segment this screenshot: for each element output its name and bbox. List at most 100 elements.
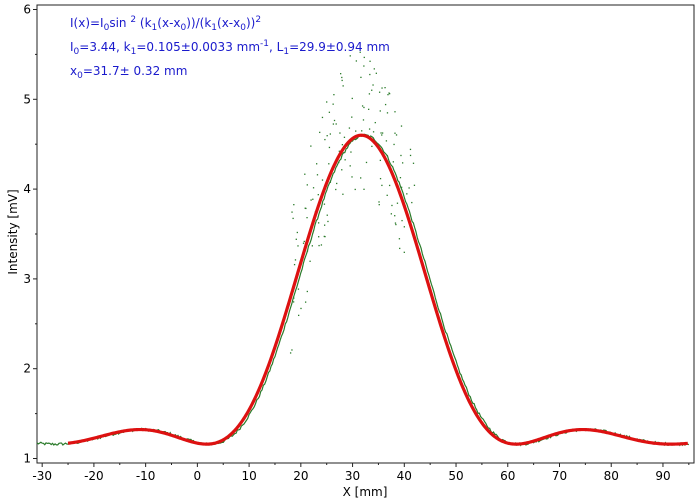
measured-point	[320, 244, 323, 246]
measured-point	[323, 224, 326, 226]
measured-point	[386, 155, 388, 157]
measured-point	[329, 133, 331, 135]
measured-point	[351, 116, 353, 118]
measured-point	[295, 238, 297, 240]
measured-point	[396, 202, 399, 204]
measured-point	[300, 307, 302, 310]
measured-point	[390, 213, 392, 215]
measured-point	[371, 145, 373, 148]
measured-point	[368, 108, 370, 110]
x-axis: -30 -20 -10 0 10 20 30 40 50 60 70 80 90	[32, 463, 690, 483]
measured-point	[409, 154, 412, 157]
measured-point	[292, 217, 294, 220]
measured-point	[412, 162, 415, 164]
measured-point	[374, 121, 376, 124]
measured-point	[310, 199, 312, 201]
measured-point	[304, 207, 306, 209]
measured-point	[333, 119, 336, 122]
measured-point	[327, 220, 329, 223]
measured-point	[413, 184, 416, 186]
measured-point	[329, 181, 332, 183]
measured-point	[293, 297, 295, 299]
measured-point	[386, 112, 389, 114]
measured-point	[400, 186, 403, 188]
measured-point	[363, 106, 365, 109]
measured-point	[293, 263, 296, 266]
x-tick-label: -20	[84, 469, 104, 483]
measured-point	[368, 128, 371, 130]
measured-point	[403, 226, 405, 228]
measured-point	[368, 93, 371, 95]
measured-point	[375, 72, 377, 74]
y-axis: 1 2 3 4 5 6	[23, 2, 37, 466]
y-tick-label: 2	[23, 362, 31, 376]
measured-point	[343, 136, 346, 138]
measured-point	[333, 94, 335, 96]
measured-point	[289, 352, 292, 354]
measured-point	[296, 231, 298, 234]
x-tick-label: -10	[136, 469, 156, 483]
measured-point	[342, 193, 344, 195]
measured-point	[372, 131, 375, 133]
measured-point	[388, 93, 391, 95]
measured-point	[379, 177, 382, 180]
measured-point	[311, 245, 313, 247]
measured-point	[363, 188, 365, 190]
measured-point	[318, 244, 320, 247]
measured-point	[304, 301, 307, 303]
y-tick-label: 5	[23, 92, 31, 106]
x-tick-label: 90	[655, 469, 670, 483]
measured-point	[365, 161, 368, 164]
measured-point	[373, 68, 375, 70]
plot-frame	[36, 4, 695, 464]
measured-point	[291, 211, 293, 213]
measured-point	[354, 188, 356, 191]
measured-point	[394, 111, 396, 113]
measured-point	[298, 314, 300, 317]
measured-point	[335, 188, 337, 191]
x-tick-label: 10	[241, 469, 256, 483]
measured-point	[306, 250, 309, 252]
measured-point	[336, 182, 338, 185]
y-tick-label: 4	[23, 182, 31, 196]
measured-point	[348, 127, 351, 129]
measured-point	[369, 60, 371, 62]
measured-point	[399, 247, 401, 250]
measured-point	[341, 76, 343, 79]
x-tick-label: 0	[194, 469, 202, 483]
measured-point	[309, 260, 311, 262]
measured-point	[303, 240, 305, 243]
measured-point	[378, 203, 380, 206]
measured-point	[328, 146, 331, 149]
measured-point	[385, 140, 388, 142]
measured-point	[387, 93, 389, 96]
x-tick-label: 20	[293, 469, 308, 483]
measured-point	[321, 116, 324, 119]
center-position-text: x0=31.7± 0.32 mm	[70, 64, 187, 81]
measured-point	[361, 105, 364, 107]
measured-point	[305, 207, 307, 210]
measured-point	[394, 215, 396, 217]
measured-point	[324, 235, 326, 238]
x-tick-label: 40	[397, 469, 412, 483]
measured-point	[392, 161, 394, 163]
measured-point	[409, 148, 412, 151]
fit-parameters-text: I0=3.44, k1=0.105±0.0033 mm-1, L1=29.9±0…	[70, 39, 390, 57]
measured-point	[381, 87, 383, 89]
measured-point	[408, 187, 410, 189]
measured-point	[316, 174, 319, 176]
measured-point	[391, 204, 393, 207]
x-tick-label: 30	[345, 469, 360, 483]
y-axis-title: Intensity [mV]	[6, 189, 20, 274]
measured-point	[398, 238, 401, 240]
measured-point	[318, 236, 320, 238]
measured-point	[341, 144, 344, 146]
measured-point	[355, 130, 357, 132]
measured-point	[317, 194, 319, 196]
measured-point	[363, 56, 365, 59]
measured-point	[341, 169, 343, 171]
measured-point	[304, 173, 306, 175]
measured-point	[400, 154, 402, 157]
measured-point	[316, 163, 318, 165]
measured-point	[386, 194, 388, 196]
